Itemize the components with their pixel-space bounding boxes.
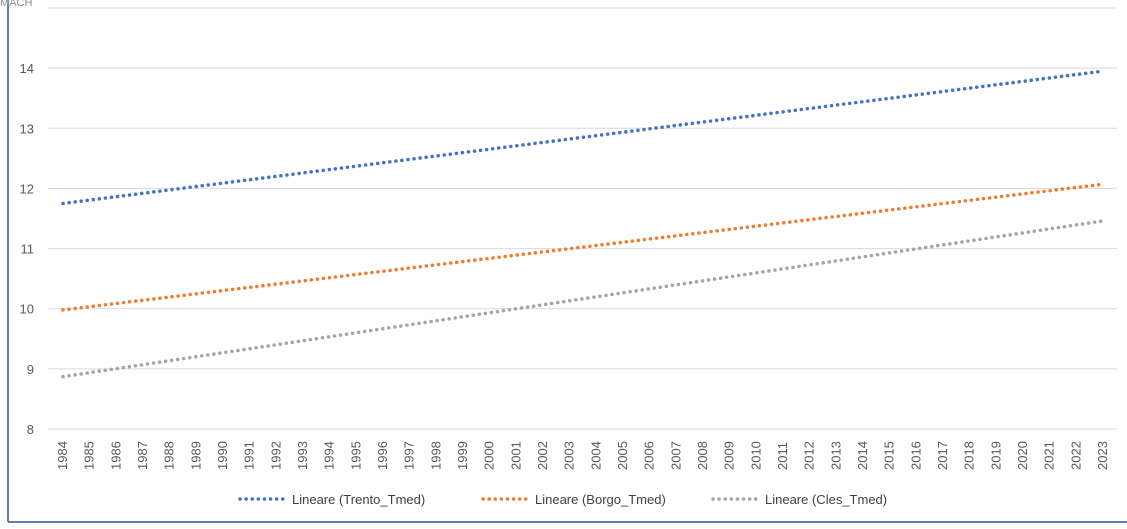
y-tick-label: 9 bbox=[27, 362, 34, 377]
x-tick-label: 1988 bbox=[162, 441, 177, 470]
x-tick-label: 2019 bbox=[988, 441, 1003, 470]
x-tick-label: 1998 bbox=[428, 441, 443, 470]
x-tick-label: 2013 bbox=[828, 441, 843, 470]
y-tick-label: 11 bbox=[21, 242, 35, 257]
x-tick-label: 1991 bbox=[242, 441, 257, 470]
x-tick-label: 2012 bbox=[802, 441, 817, 470]
y-tick-label: 13 bbox=[20, 121, 34, 136]
series-line bbox=[61, 69, 1105, 206]
x-tick-label: 2010 bbox=[748, 441, 763, 470]
x-tick-label: 2005 bbox=[615, 441, 630, 470]
x-tick-label: 2011 bbox=[775, 442, 790, 470]
x-tick-label: 2016 bbox=[908, 441, 923, 470]
x-tick-label: 1990 bbox=[215, 441, 230, 470]
legend: Lineare (Trento_Tmed) Lineare (Borgo_Tmed… bbox=[238, 492, 887, 507]
y-axis-tick-labels: 8 9 10 11 12 13 14 bbox=[20, 61, 34, 437]
x-tick-label: 2006 bbox=[642, 441, 657, 470]
x-tick-label: 2004 bbox=[588, 441, 603, 470]
series-line bbox=[61, 219, 1105, 379]
x-tick-label: 2015 bbox=[882, 441, 897, 470]
corner-label: MACH bbox=[0, 0, 32, 9]
x-tick-label: 2023 bbox=[1095, 441, 1110, 470]
x-tick-label: 2009 bbox=[722, 441, 737, 470]
x-tick-label: 2003 bbox=[562, 441, 577, 470]
x-tick-label: 2000 bbox=[482, 441, 497, 470]
y-tick-label: 8 bbox=[27, 422, 34, 437]
x-tick-label: 2007 bbox=[668, 441, 683, 470]
x-tick-label: 1996 bbox=[375, 441, 390, 470]
series-line bbox=[61, 182, 1105, 312]
x-tick-label: 1986 bbox=[108, 441, 123, 470]
series-lines bbox=[61, 69, 1105, 379]
x-tick-label: 2014 bbox=[855, 441, 870, 470]
x-tick-label: 2022 bbox=[1068, 441, 1083, 470]
x-axis-tick-labels: 1984 1985 1986 1987 1988 1989 1990 1991 1992 1993… bbox=[55, 441, 1110, 470]
y-tick-label: 10 bbox=[20, 302, 34, 317]
y-tick-label: 14 bbox=[20, 61, 34, 76]
x-tick-label: 1989 bbox=[188, 441, 203, 470]
x-tick-label: 2017 bbox=[935, 441, 950, 470]
x-tick-label: 1985 bbox=[82, 441, 97, 470]
x-tick-label: 2021 bbox=[1042, 441, 1057, 470]
x-tick-label: 1984 bbox=[55, 441, 70, 470]
x-tick-label: 2020 bbox=[1015, 441, 1030, 470]
x-tick-label: 1995 bbox=[348, 441, 363, 470]
x-tick-label: 1997 bbox=[402, 441, 417, 470]
legend-label: Lineare (Borgo_Tmed) bbox=[535, 492, 666, 507]
x-tick-label: 1987 bbox=[135, 441, 150, 470]
x-tick-label: 1992 bbox=[268, 441, 283, 470]
y-tick-label: 12 bbox=[20, 181, 34, 196]
x-tick-label: 1994 bbox=[322, 441, 337, 470]
x-tick-label: 2001 bbox=[508, 441, 523, 470]
x-tick-label: 2008 bbox=[695, 441, 710, 470]
x-tick-label: 1999 bbox=[455, 441, 470, 470]
x-tick-label: 1993 bbox=[295, 441, 310, 470]
legend-label: Lineare (Cles_Tmed) bbox=[765, 492, 887, 507]
x-tick-label: 2002 bbox=[535, 441, 550, 470]
x-tick-label: 2018 bbox=[962, 441, 977, 470]
gridlines bbox=[48, 7, 1117, 430]
legend-label: Lineare (Trento_Tmed) bbox=[292, 492, 425, 507]
